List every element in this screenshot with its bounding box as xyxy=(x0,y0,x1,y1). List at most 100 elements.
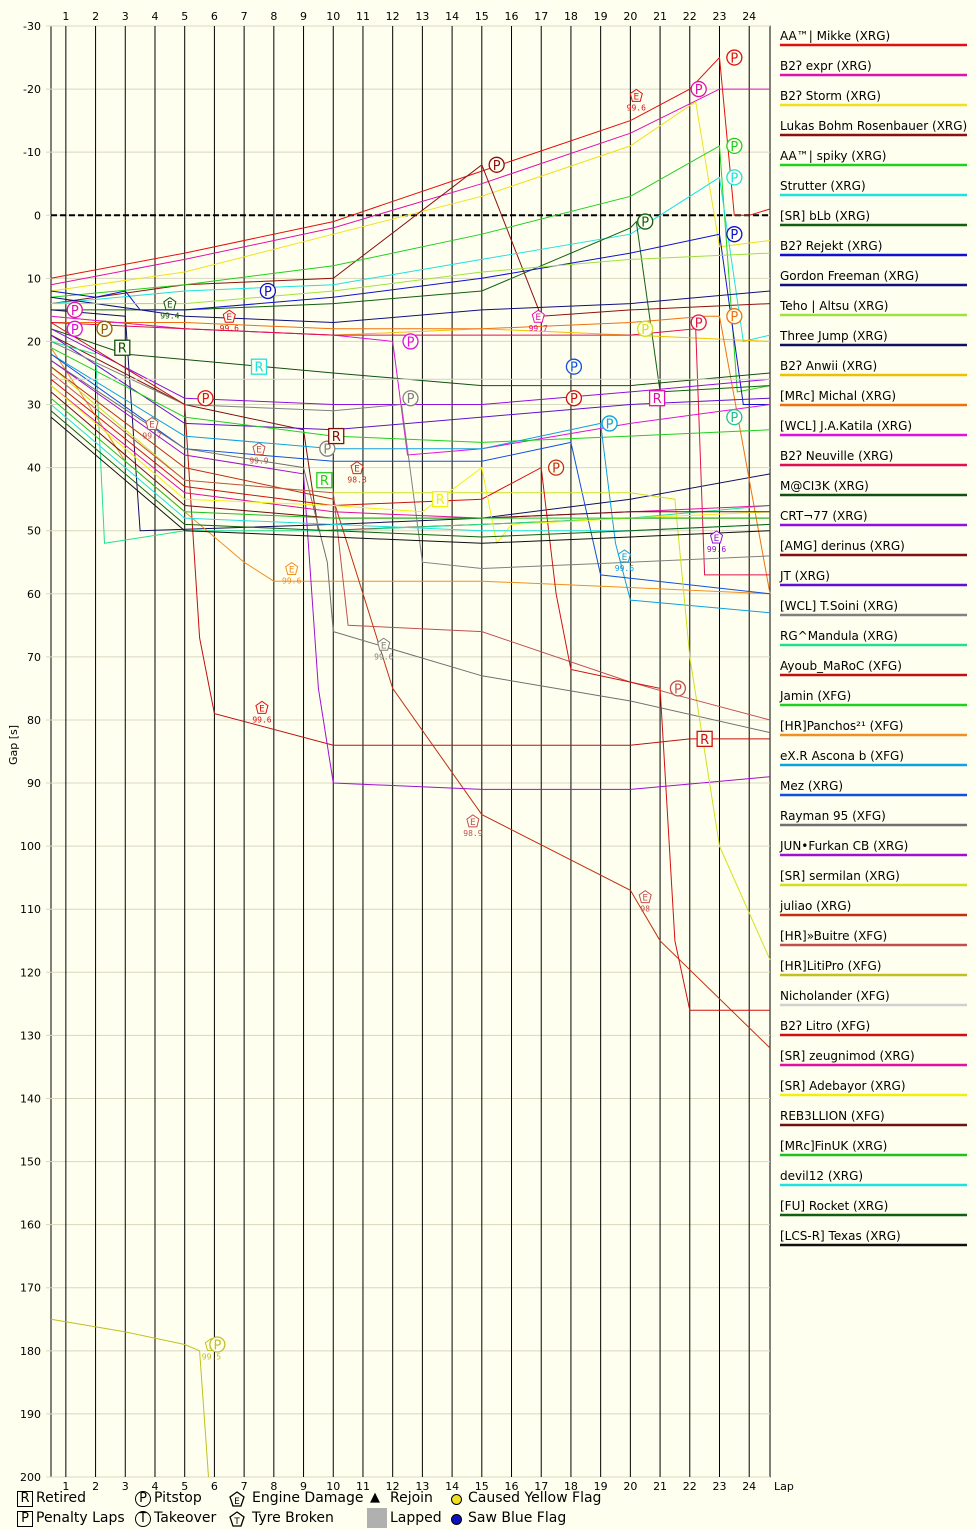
x-tick-label-bottom: 1 xyxy=(62,1480,69,1493)
y-axis-label: Gap [s] xyxy=(7,725,20,765)
pitstop-circle xyxy=(601,415,618,432)
marker-glyph: P xyxy=(570,361,578,376)
pitstop-marker: P xyxy=(259,282,277,300)
x-tick-label-bottom: 23 xyxy=(712,1480,726,1493)
svg-text:E: E xyxy=(234,1497,240,1507)
series-line xyxy=(50,378,770,1011)
series-line xyxy=(50,385,771,519)
marker-note: 99.6 xyxy=(252,715,271,724)
legend-entry-label: Lukas Bohm Rosenbauer (XRG) xyxy=(780,119,967,133)
pitstop-marker: P xyxy=(690,80,707,98)
y-tick-label: 50 xyxy=(27,525,41,538)
y-tick-label: 190 xyxy=(20,1408,41,1421)
engine-damage-marker: E99.6 xyxy=(615,549,634,573)
marker-note: 99.6 xyxy=(627,103,646,112)
series-line xyxy=(50,410,771,538)
rejoin-icon: ▲ xyxy=(370,1490,380,1505)
x-tick-label-top: 8 xyxy=(270,10,277,23)
marker-glyph: P xyxy=(323,443,331,458)
series-group xyxy=(50,56,771,1478)
legend-entry-label: eX.R Ascona b (XFG) xyxy=(780,749,904,763)
x-tick-label-bottom: 4 xyxy=(151,1480,158,1493)
marker-glyph: P xyxy=(493,159,501,174)
marker-glyph: P xyxy=(606,417,614,432)
marker-glyph: E xyxy=(167,301,173,311)
x-tick-label-bottom: 13 xyxy=(415,1480,429,1493)
marker-glyph: P xyxy=(71,304,79,319)
x-tick-label-bottom: 11 xyxy=(356,1480,370,1493)
legend-entry-label: REB3LLION (XFG) xyxy=(780,1109,885,1123)
pitstop-circle xyxy=(565,358,583,375)
x-tick-label-top: 4 xyxy=(151,10,158,23)
engine-damage-marker: E99.6 xyxy=(707,530,726,554)
marker-glyph: E xyxy=(354,465,360,475)
pitstop-marker: P xyxy=(726,308,743,325)
marker-glyph: P xyxy=(71,323,79,338)
marker-glyph: P xyxy=(730,171,738,186)
y-tick-label: 160 xyxy=(20,1219,41,1232)
x-tick-label-bottom: 8 xyxy=(270,1480,277,1493)
engine-pentagon xyxy=(709,530,724,544)
x-tick-label-bottom: 24 xyxy=(742,1480,756,1493)
marker-glyph: P xyxy=(730,310,738,325)
retired-box xyxy=(648,390,666,407)
yellow-flag-icon xyxy=(451,1494,462,1505)
retired-marker: R xyxy=(328,427,345,445)
legend-entry-label: [SR] bLb (XRG) xyxy=(780,209,870,223)
pitstop-circle xyxy=(726,49,743,66)
engine-pentagon xyxy=(255,700,269,714)
engine-pentagon xyxy=(377,637,391,651)
lapped-label: Lapped xyxy=(390,1510,442,1526)
takeover-icon: T xyxy=(135,1511,151,1527)
pitstop-marker: P xyxy=(565,358,583,376)
y-tick-label: 130 xyxy=(20,1029,41,1042)
penalty-laps-icon: P xyxy=(17,1511,33,1527)
series-line xyxy=(50,359,771,790)
x-tick-label-bottom: 5 xyxy=(181,1480,188,1493)
marker-note: 99.7 xyxy=(529,324,548,333)
retired-box xyxy=(114,339,131,356)
legend-entry-label: devil12 (XRG) xyxy=(780,1169,863,1183)
pitstop-marker: P xyxy=(66,320,83,338)
engine-damage-marker: E99.4 xyxy=(160,296,180,321)
x-tick-label-bottom: 3 xyxy=(122,1480,129,1493)
legend-entry-label: B2ʔ expr (XRG) xyxy=(780,59,872,73)
legend-entry-label: [SR] sermilan (XRG) xyxy=(780,869,900,883)
pitstop-circle xyxy=(66,320,83,337)
marker-glyph: P xyxy=(407,335,415,350)
pitstop-circle xyxy=(726,308,743,325)
pitstop-circle xyxy=(726,408,743,426)
tyre-broken-icon: T xyxy=(229,1511,245,1527)
y-tick-label: 140 xyxy=(20,1092,41,1105)
legend-entry-label: Nicholander (XFG) xyxy=(780,989,890,1003)
engine-damage-marker: E98.8 xyxy=(347,460,367,485)
marker-glyph: P xyxy=(730,52,738,67)
engine-damage-icon: E xyxy=(229,1491,245,1507)
legend-entry-label: [SR] zeugnimod (XRG) xyxy=(780,1049,915,1063)
engine-pentagon xyxy=(252,442,266,456)
x-tick-label-top: 1 xyxy=(62,10,69,23)
marker-glyph: P xyxy=(730,140,738,155)
x-tick-label-top: 14 xyxy=(445,10,459,23)
engine-pentagon xyxy=(617,549,631,563)
pitstop-circle xyxy=(690,314,707,331)
pitstop-marker: P xyxy=(669,680,687,697)
engine-damage-marker: E98 xyxy=(638,889,652,914)
pitstop-marker: P xyxy=(66,301,83,319)
pitstop-marker: P xyxy=(402,333,419,350)
engine-pentagon xyxy=(163,296,177,311)
marker-note: 99.6 xyxy=(220,324,239,333)
marker-glyph: E xyxy=(714,534,720,544)
pitstop-circle xyxy=(488,156,505,173)
engine-damage-marker: E99.6 xyxy=(252,700,272,724)
x-tick-label-top: 7 xyxy=(241,10,248,23)
retired-marker: R xyxy=(696,730,713,748)
retired-box xyxy=(696,730,713,748)
legend-entry-label: B2ʔ Storm (XRG) xyxy=(780,89,881,103)
marker-glyph: P xyxy=(101,323,109,338)
pitstop-circle xyxy=(726,226,743,243)
marker-glyph: P xyxy=(570,392,578,407)
legend-entry-label: Rayman 95 (XFG) xyxy=(780,809,886,823)
marker-note: 98.9 xyxy=(463,829,482,838)
pitstop-circle xyxy=(726,137,743,155)
